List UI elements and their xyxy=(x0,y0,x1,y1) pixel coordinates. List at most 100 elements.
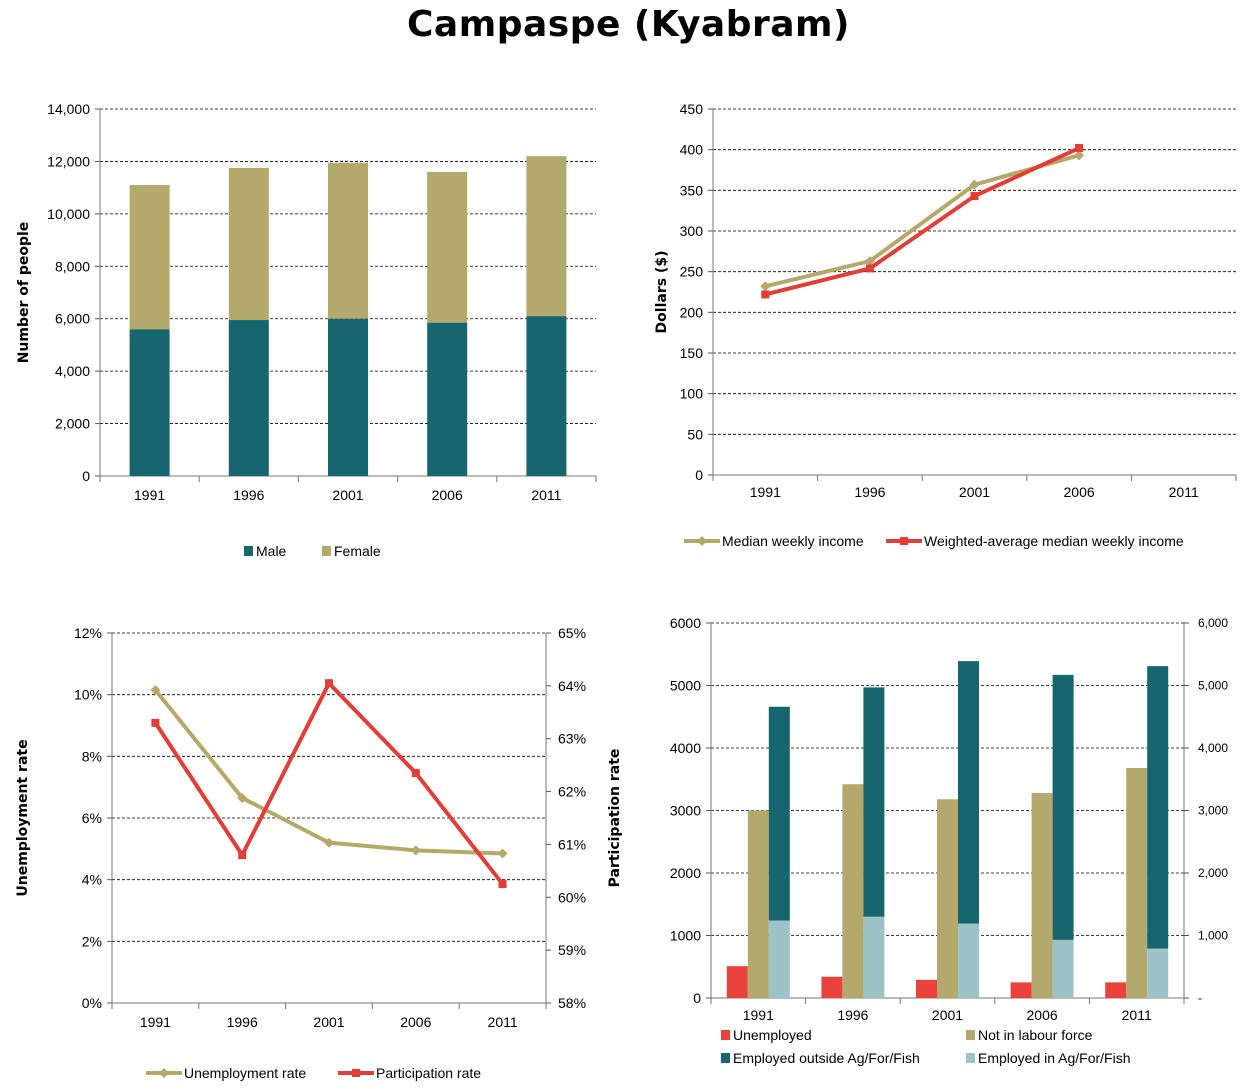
y-tick-label: 300 xyxy=(680,223,704,239)
point-unemployment-rate-2011 xyxy=(497,848,508,859)
x-tick-label: 1991 xyxy=(743,1007,774,1023)
legend-weighted-income-label: Weighted-average median weekly income xyxy=(924,533,1184,549)
x-tick-label: 2006 xyxy=(400,1014,431,1030)
y2-tick-label: 61% xyxy=(558,836,586,852)
bar-unemployed-2006 xyxy=(1010,982,1032,998)
y2-tick-label: 65% xyxy=(558,625,586,641)
bar-employed-outside-ag-1996 xyxy=(863,687,885,917)
legend-employed-in-ag-label: Employed in Ag/For/Fish xyxy=(978,1050,1131,1066)
legend-female-swatch xyxy=(322,546,331,556)
y2-tick-label: 3,000 xyxy=(1198,804,1228,818)
y-tick-label: 1000 xyxy=(670,928,701,944)
y-tick-label: 4% xyxy=(82,872,102,888)
point-median-weekly-income-1996 xyxy=(864,256,875,267)
bar-unemployed-1991 xyxy=(726,966,748,998)
bar-employed-in-ag-1991 xyxy=(768,920,790,998)
bar-not-in-labour-force-1996 xyxy=(842,784,864,998)
y-tick-label: 5000 xyxy=(670,678,701,694)
bar-employed-in-ag-2001 xyxy=(958,923,979,998)
bar-unemployed-2001 xyxy=(916,979,937,998)
x-tick-label: 2006 xyxy=(1027,1007,1058,1023)
y-tick-label: 0% xyxy=(82,995,102,1011)
y2-tick-label: 64% xyxy=(558,678,586,694)
x-tick-label: 2006 xyxy=(1064,484,1095,500)
bar-female-2006 xyxy=(427,171,468,323)
y-tick-label: 10% xyxy=(74,687,102,703)
y-axis-title: Dollars ($) xyxy=(654,251,670,334)
x-tick-label: 2011 xyxy=(1122,1007,1152,1023)
y-tick-label: 6% xyxy=(82,810,102,826)
bar-employed-outside-ag-1991 xyxy=(768,706,790,921)
y-tick-label: 2000 xyxy=(670,865,701,881)
x-tick-label: 2011 xyxy=(488,1014,518,1030)
bar-employed-outside-ag-2001 xyxy=(958,661,979,924)
x-tick-label: 2011 xyxy=(1169,484,1199,500)
legend-male-label: Male xyxy=(256,543,287,559)
x-tick-label: 2001 xyxy=(932,1007,963,1023)
x-tick-label: 1996 xyxy=(837,1007,868,1023)
y2-tick-label: 63% xyxy=(558,731,586,747)
legend-male-swatch xyxy=(244,546,253,556)
page-title: Campaspe (Kyabram) xyxy=(406,4,851,45)
point-weighted-average-median-weekly-income-2006 xyxy=(1075,144,1084,153)
y-tick-label: 14,000 xyxy=(47,101,90,117)
line-participation-rate xyxy=(153,681,505,886)
bar-female-1991 xyxy=(129,185,170,330)
y-axis-title: Number of people xyxy=(16,222,32,364)
bar-male-1991 xyxy=(129,329,170,476)
x-tick-label: 1991 xyxy=(134,487,165,503)
bar-not-in-labour-force-2001 xyxy=(937,799,958,998)
x-tick-label: 2006 xyxy=(432,487,463,503)
y2-tick-label: 62% xyxy=(558,784,586,800)
legend-not-in-labour-force-swatch xyxy=(966,1030,975,1040)
bar-not-in-labour-force-2006 xyxy=(1031,793,1053,998)
x-tick-label: 1996 xyxy=(854,484,885,500)
bar-employed-outside-ag-2011 xyxy=(1147,666,1169,949)
y-tick-label: 12,000 xyxy=(47,153,90,169)
y-tick-label: 150 xyxy=(680,345,704,361)
point-participation-rate-1991 xyxy=(151,718,160,727)
x-tick-label: 2001 xyxy=(313,1014,344,1030)
y2-tick-label: - xyxy=(1198,991,1202,1005)
y-tick-label: 2,000 xyxy=(55,416,90,432)
bar-not-in-labour-force-1991 xyxy=(747,810,769,998)
point-weighted-average-median-weekly-income-1996 xyxy=(865,264,874,273)
y-tick-label: 250 xyxy=(680,264,704,280)
point-weighted-average-median-weekly-income-2001 xyxy=(970,192,979,201)
bar-male-2006 xyxy=(427,322,468,476)
y2-tick-label: 58% xyxy=(558,995,586,1011)
y-tick-label: 200 xyxy=(680,304,704,320)
y-tick-label: 8% xyxy=(82,748,102,764)
legend-median-income-label: Median weekly income xyxy=(722,533,864,549)
legend-participation-rate-label: Participation rate xyxy=(376,1065,481,1081)
y-tick-label: 10,000 xyxy=(47,206,90,222)
point-median-weekly-income-2006 xyxy=(1074,150,1085,161)
x-tick-label: 1991 xyxy=(750,484,781,500)
bar-female-2001 xyxy=(328,162,368,319)
y-tick-label: 0 xyxy=(82,468,90,484)
y-tick-label: 400 xyxy=(680,142,704,158)
point-participation-rate-2001 xyxy=(325,679,333,688)
legend-unemployment-rate-label: Unemployment rate xyxy=(184,1065,306,1081)
y-axis-title: Unemployment rate xyxy=(15,739,31,896)
y-tick-label: 3000 xyxy=(670,803,701,819)
y-tick-label: 0 xyxy=(693,990,701,1006)
y2-tick-label: 60% xyxy=(558,889,586,905)
bar-female-1996 xyxy=(228,167,269,321)
point-unemployment-rate-1996 xyxy=(237,792,248,803)
x-tick-label: 2001 xyxy=(959,484,990,500)
y-tick-label: 8,000 xyxy=(55,258,90,274)
labour-force-chart: 0 1000 2000 3000 4000 5000 6000 1991 1996 2001 200… xyxy=(670,615,1229,1066)
point-unemployment-rate-2001 xyxy=(324,837,334,848)
bar-not-in-labour-force-2011 xyxy=(1126,768,1148,998)
bar-employed-in-ag-1996 xyxy=(863,916,885,998)
legend-employed-outside-label: Employed outside Ag/For/Fish xyxy=(733,1050,920,1066)
y-tick-label: 6000 xyxy=(670,615,701,631)
point-median-weekly-income-2001 xyxy=(969,179,980,190)
line-median-weekly-income xyxy=(764,153,1080,289)
point-participation-rate-2006 xyxy=(411,769,420,778)
y-tick-label: 4000 xyxy=(670,740,701,756)
point-participation-rate-2011 xyxy=(498,880,507,889)
y-tick-label: 450 xyxy=(680,101,704,117)
